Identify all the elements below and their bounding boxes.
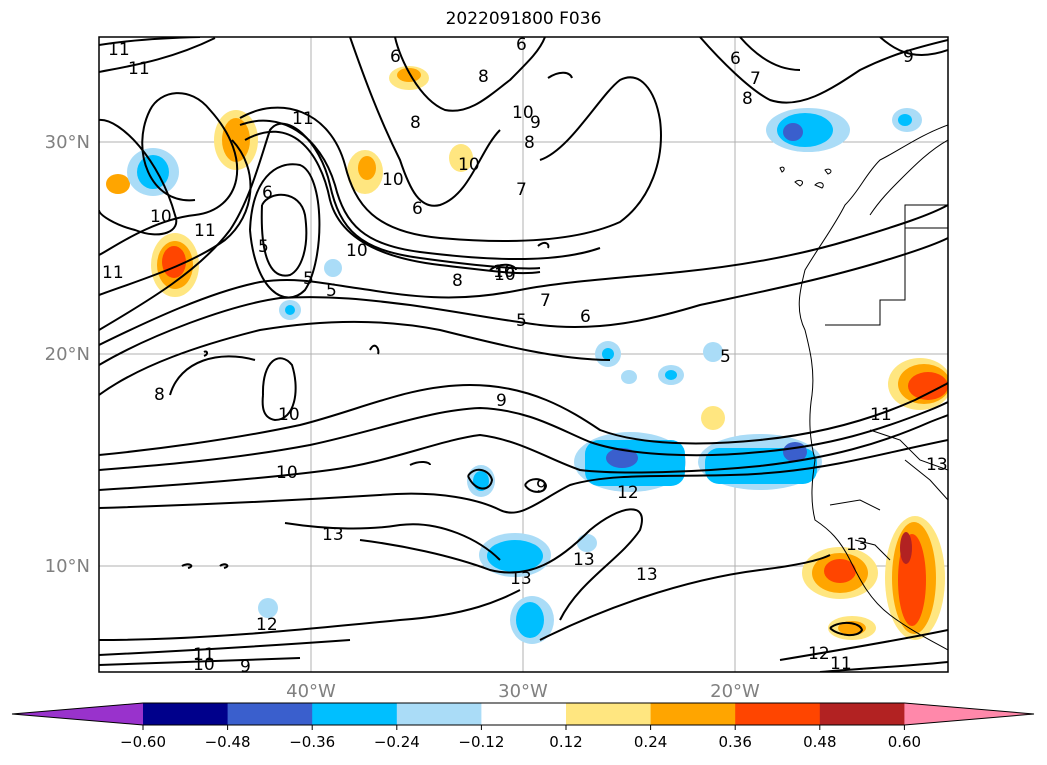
contour-label: 11 [292, 109, 314, 129]
contour-label: 13 [322, 525, 344, 545]
contour-label: 5 [326, 281, 337, 301]
contour-label: 8 [154, 385, 165, 405]
colorbar-tick-label: 0.48 [803, 733, 836, 751]
contour-label: 11 [830, 654, 852, 674]
contour-label: 6 [580, 307, 591, 327]
contour-label: 10 [493, 262, 515, 282]
contour-label: 7 [540, 291, 551, 311]
contour-label: 6 [390, 47, 401, 67]
colorbar-segment [650, 703, 736, 725]
contour-label: 8 [452, 271, 463, 291]
contour-label: 9 [903, 47, 914, 67]
contour-label: 12 [256, 615, 278, 635]
contour-label: 10 [150, 207, 172, 227]
colorbar-tick-label: 0.24 [634, 733, 667, 751]
contour-label: 9 [240, 657, 251, 677]
contour-label: 10 [494, 265, 516, 285]
contour-label: 12 [808, 644, 830, 664]
lon-label-30w: 30°W [498, 681, 548, 702]
contour-label: 9 [536, 477, 547, 497]
contour-label: 9 [496, 391, 507, 411]
lat-label-30n: 30°N [45, 132, 90, 153]
contour-label: 8 [478, 67, 489, 87]
colorbar-extend-right [904, 703, 1034, 725]
colorbar-segment [566, 703, 652, 725]
contour-label: 5 [258, 237, 269, 257]
contour-label: 6 [516, 35, 527, 55]
contour-label: 10 [276, 463, 298, 483]
contour-label: 10 [278, 405, 300, 425]
contour-label: 10 [458, 155, 480, 175]
map-frame [98, 36, 949, 673]
colorbar-tick-label: 0.12 [549, 733, 582, 751]
contour-label: 9 [530, 113, 541, 133]
colorbar-tick-label: −0.36 [289, 733, 335, 751]
lon-label-20w: 20°W [710, 681, 760, 702]
contour-label: 11 [102, 263, 124, 283]
contour-label: 11 [193, 645, 215, 665]
lat-label-20n: 20°N [45, 344, 90, 365]
contour-label: 11 [194, 221, 216, 241]
colorbar-tick-label: −0.48 [205, 733, 251, 751]
colorbar-tick-label: 0.60 [888, 733, 921, 751]
contour-label: 5 [303, 269, 314, 289]
contour-label: 10 [346, 241, 368, 261]
contour-label: 6 [262, 183, 273, 203]
colorbar: −0.60 −0.48 −0.36 −0.24 −0.12 0.12 0.24 0.36 0.4… [11, 702, 1035, 751]
contour-label: 13 [510, 569, 532, 589]
contour-label: 6 [412, 199, 423, 219]
contour-lines [99, 37, 948, 672]
colorbar-segment [481, 703, 567, 725]
colorbar-segment [227, 703, 313, 725]
contour-label: 8 [524, 133, 535, 153]
contour-label: 10 [382, 170, 404, 190]
contour-label: 8 [410, 113, 421, 133]
colorbar-tick-label: 0.36 [718, 733, 751, 751]
colorbar-segment [819, 703, 905, 725]
contour-label: 7 [516, 180, 527, 200]
colorbar-segment [735, 703, 821, 725]
colorbar-segment [312, 703, 398, 725]
contour-label: 12 [617, 483, 639, 503]
contour-label: 10 [512, 103, 534, 123]
colorbar-segment [396, 703, 482, 725]
colorbar-extend-left [12, 703, 143, 725]
contour-label: 11 [870, 405, 892, 425]
contour-labels: 11 11 6 6 6 8 10 9 8 10 6 7 8 9 11 10 8 … [102, 35, 948, 677]
map-title: 2022091800 F036 [445, 9, 602, 29]
coastline [779, 124, 948, 651]
contour-label: 11 [108, 40, 130, 60]
contour-label: 13 [636, 565, 658, 585]
contour-label: 6 [730, 49, 741, 69]
contour-label: 8 [742, 89, 753, 109]
lat-label-10n: 10°N [45, 556, 90, 577]
colorbar-tick-label: −0.24 [374, 733, 420, 751]
contour-label: 10 [193, 655, 215, 675]
contour-label: 5 [516, 311, 527, 331]
lon-label-40w: 40°W [286, 681, 336, 702]
colorbar-tick-label: −0.60 [120, 733, 166, 751]
contour-label: 5 [720, 347, 731, 367]
map-area: 11 11 6 6 6 8 10 9 8 10 6 7 8 9 11 10 8 … [99, 35, 948, 677]
contour-label: 13 [926, 455, 948, 475]
colorbar-tick-label: −0.12 [458, 733, 504, 751]
contour-label: 7 [750, 69, 761, 89]
colorbar-segment [143, 703, 229, 725]
contour-label: 11 [128, 59, 150, 79]
contour-label: 13 [846, 535, 868, 555]
contour-label: 13 [573, 550, 595, 570]
axis-labels: 30°N 20°N 10°N 40°W 30°W 20°W [45, 132, 760, 702]
